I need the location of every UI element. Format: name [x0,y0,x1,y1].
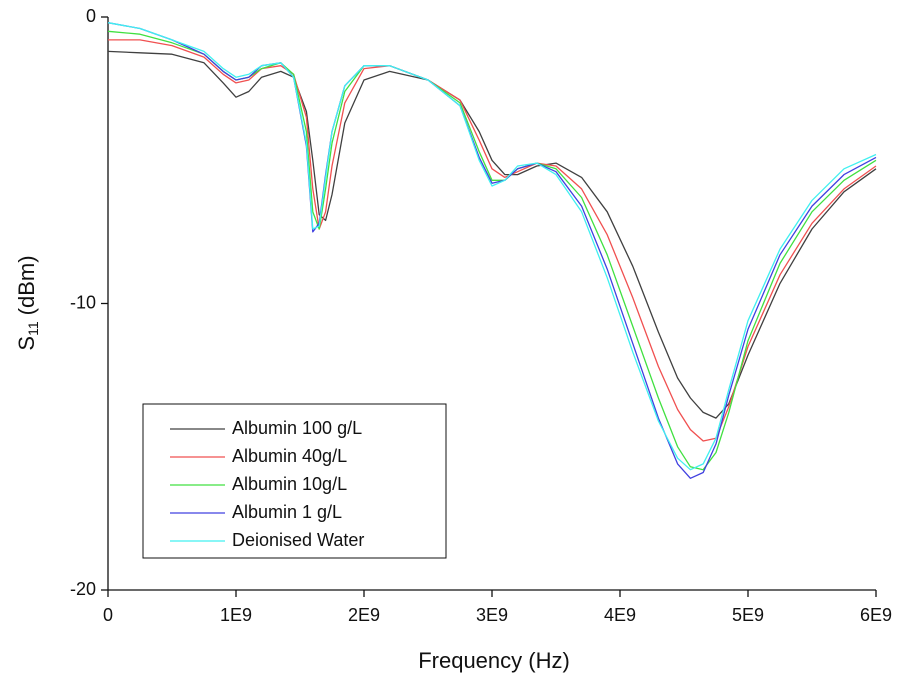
x-axis-label: Frequency (Hz) [418,648,570,673]
legend-label: Albumin 1 g/L [232,502,342,522]
series-line [107,50,877,419]
legend-label: Albumin 40g/L [232,446,347,466]
y-tick-label: 0 [86,6,96,26]
y-axis-label-subscript: 11 [25,321,41,336]
series-line [107,22,877,471]
legend-box [142,403,447,559]
legend-label: Albumin 100 g/L [232,418,362,438]
y-axis-label-suffix: (dBm) [14,255,39,315]
y-tick-label: -10 [70,292,96,312]
legend-label: Albumin 10g/L [232,474,347,494]
y-axis-label-main: S [14,336,39,351]
y-tick-label: -20 [70,579,96,599]
x-tick-label: 4E9 [604,605,636,625]
legend-label: Deionised Water [232,530,364,550]
x-tick-label: 6E9 [860,605,892,625]
x-tick-label: 1E9 [220,605,252,625]
series-line [107,30,877,471]
x-tick-label: 2E9 [348,605,380,625]
x-tick-label: 0 [103,605,113,625]
x-tick-label: 3E9 [476,605,508,625]
x-tick-label: 5E9 [732,605,764,625]
series-line [108,39,877,442]
y-axis-label: S11 (dBm) [14,255,41,350]
